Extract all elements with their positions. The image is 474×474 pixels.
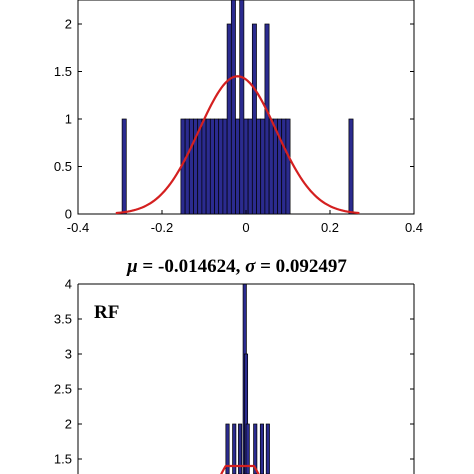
- top-histogram-bar: [251, 23, 257, 215]
- bottom-histogram-bar: [265, 423, 270, 474]
- top-histogram-bar: [214, 118, 220, 215]
- title-mu-symbol: μ: [126, 256, 138, 277]
- bottom-panel-title: μ = -0.014624, σ = 0.092497: [126, 256, 347, 277]
- top-histogram-bar: [256, 118, 262, 215]
- bottom-y-tick-label: 2: [65, 417, 72, 432]
- top-histogram-bar: [239, 0, 245, 215]
- top-x-tick-label: 0.2: [321, 220, 339, 235]
- bottom-y-tick-label: 3: [65, 347, 72, 362]
- top-histogram-bar: [230, 0, 236, 215]
- top-histogram-bar: [268, 118, 274, 215]
- top-histogram-bar: [285, 118, 291, 215]
- top-x-axis-ticks: -0.4 -0.2 0 0.2 0.4: [67, 210, 423, 235]
- bottom-histogram-bar: [245, 423, 250, 474]
- title-sigma-value: = 0.092497: [255, 256, 347, 277]
- top-y-tick-label: 1.5: [54, 64, 72, 79]
- top-y-tick-label: 0: [65, 207, 72, 222]
- bottom-y-tick-label: 4: [65, 277, 72, 292]
- top-x-tick-label: -0.2: [151, 220, 173, 235]
- top-histogram-panel: 0 0.5 1 1.5 2 -0.4 -0.2 0 0.2 0.4: [54, 0, 423, 235]
- bottom-histogram-bar: [253, 423, 258, 474]
- top-histogram-bar: [243, 118, 249, 215]
- bottom-histogram-bar: [232, 423, 237, 474]
- top-histogram-bar: [247, 118, 253, 215]
- bottom-y-tick-label: 1.5: [54, 452, 72, 467]
- title-sigma-symbol: σ: [245, 256, 256, 277]
- top-x-tick-label: 0.4: [405, 220, 423, 235]
- top-histogram-bar: [348, 118, 354, 215]
- top-histogram-bar: [209, 118, 215, 215]
- top-y-tick-label: 0.5: [54, 159, 72, 174]
- top-histogram-bar: [281, 118, 287, 215]
- top-histogram-bar: [260, 118, 266, 215]
- bottom-histogram-bar: [225, 423, 230, 474]
- bottom-histogram-bar: [243, 353, 249, 474]
- top-histogram-bar: [222, 118, 228, 215]
- top-histogram-bar: [188, 118, 194, 215]
- top-histogram-bar: [226, 23, 232, 215]
- top-histogram-bar: [121, 118, 127, 215]
- top-x-tick-label: -0.4: [67, 220, 89, 235]
- bottom-y-tick-label: 3.5: [54, 312, 72, 327]
- bottom-y-tick-label: 2.5: [54, 382, 72, 397]
- top-histogram-bar: [205, 118, 211, 215]
- title-mu-value: = -0.014624,: [138, 256, 245, 277]
- top-histogram-bar: [218, 118, 224, 215]
- bottom-histogram-panel: 1.5 2 2.5 3 3.5 4 RF: [54, 277, 415, 474]
- panel-label-rf: RF: [94, 302, 119, 323]
- top-normal-fit-curve: [115, 75, 360, 215]
- top-histogram-bar: [264, 23, 270, 215]
- bottom-histogram-bar: [238, 423, 243, 474]
- top-y-tick-label: 2: [65, 17, 72, 32]
- top-histogram-bar: [201, 118, 207, 215]
- top-histogram-bar: [184, 118, 190, 215]
- top-bars-group: [121, 0, 354, 215]
- top-y-tick-label: 1: [65, 112, 72, 127]
- top-histogram-bar: [235, 118, 241, 215]
- bottom-normal-fit-curve: [220, 464, 260, 474]
- bottom-axes-frame: [77, 283, 415, 474]
- top-x-tick-label: 0: [242, 220, 249, 235]
- top-y-axis-ticks: 0 0.5 1 1.5 2: [54, 17, 414, 222]
- bottom-histogram-bar: [259, 423, 264, 474]
- bottom-y-axis-ticks: 1.5 2 2.5 3 3.5 4: [54, 277, 414, 467]
